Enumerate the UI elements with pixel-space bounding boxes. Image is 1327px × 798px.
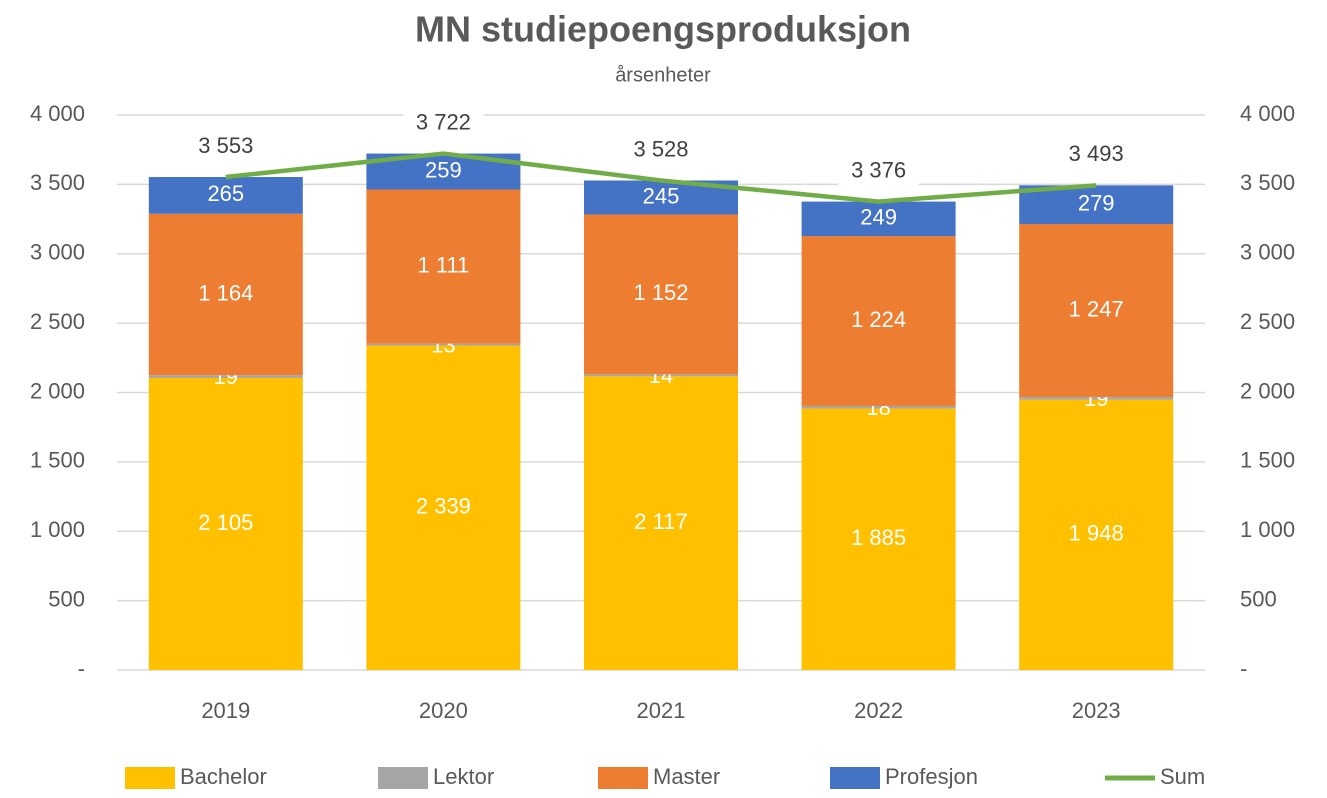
- bar-segment: [801, 201, 956, 237]
- bar-segment: [1019, 399, 1174, 670]
- bar-segment: [148, 375, 303, 378]
- y2-tick-label: -: [1240, 656, 1247, 681]
- sum-line: [225, 151, 1097, 204]
- legend-label: Profesjon: [885, 764, 978, 789]
- data-label-bg: [1056, 139, 1137, 170]
- bar-segment: [1019, 185, 1174, 225]
- bar-segment: [801, 405, 956, 409]
- bar-segment: [366, 345, 521, 670]
- legend-label: Lektor: [433, 764, 494, 789]
- bar-segment: [148, 177, 303, 214]
- data-label: 1 247: [1069, 296, 1124, 321]
- y-tick-label: 3 000: [30, 240, 85, 265]
- data-label: 1 164: [198, 280, 253, 305]
- y2-tick-label: 3 000: [1240, 240, 1295, 265]
- y-tick-label: 1 000: [30, 517, 85, 542]
- y2-tick-label: 1 500: [1240, 448, 1295, 473]
- x-tick-label: 2019: [201, 698, 250, 723]
- y-tick-label: 2 500: [30, 309, 85, 334]
- data-label: 265: [207, 181, 244, 206]
- data-label-bg: [185, 131, 266, 162]
- bar-segment: [584, 376, 738, 670]
- y2-tick-label: 4 000: [1240, 101, 1295, 126]
- data-label: 1 152: [633, 280, 688, 305]
- bar-segment: [148, 377, 303, 670]
- legend-label: Bachelor: [180, 764, 267, 789]
- y-tick-label: 3 500: [30, 170, 85, 195]
- legend-swatch: [125, 767, 175, 789]
- legend-label: Master: [653, 764, 720, 789]
- legend-swatch: [598, 767, 648, 789]
- legend-label: Sum: [1160, 764, 1205, 789]
- data-label: 279: [1078, 191, 1115, 216]
- legend-swatch: [830, 767, 880, 789]
- x-tick-label: 2020: [419, 698, 468, 723]
- bar-segment: [1019, 224, 1174, 398]
- data-label-bg: [838, 155, 919, 186]
- data-label: 1 224: [851, 307, 906, 332]
- x-tick-label: 2023: [1072, 698, 1121, 723]
- data-label: 245: [643, 183, 680, 208]
- data-label: 249: [860, 205, 897, 230]
- bar-segment: [801, 236, 956, 406]
- bar-segment: [366, 189, 521, 344]
- bar-segment: [366, 343, 521, 346]
- chart-subtitle: årsenheter: [615, 64, 711, 86]
- data-label: 259: [425, 157, 462, 182]
- data-label: 2 105: [198, 510, 253, 535]
- bar-segment: [801, 408, 956, 670]
- data-label: 3 493: [1069, 141, 1124, 166]
- y2-tick-label: 3 500: [1240, 170, 1295, 195]
- bar-segment: [584, 214, 738, 375]
- bar-segment: [148, 213, 303, 376]
- y-tick-label: 4 000: [30, 101, 85, 126]
- data-label: 3 553: [198, 133, 253, 158]
- data-label: 3 722: [416, 109, 471, 134]
- legend-swatch: [378, 767, 428, 789]
- data-label: 1 111: [418, 252, 470, 277]
- bar-segment: [584, 374, 738, 377]
- data-label: 3 376: [851, 157, 906, 182]
- y2-tick-label: 2 000: [1240, 378, 1295, 403]
- data-label: 1 948: [1069, 521, 1124, 546]
- y2-tick-label: 2 500: [1240, 309, 1295, 334]
- data-label: 3 528: [633, 136, 688, 161]
- y-tick-label: 500: [48, 586, 85, 611]
- data-label: 1 885: [851, 525, 906, 550]
- chart-title: MN studiepoengsproduksjon: [415, 9, 911, 50]
- y-tick-label: -: [78, 656, 85, 681]
- data-label: 2 339: [416, 494, 471, 519]
- x-tick-label: 2021: [637, 698, 686, 723]
- y2-tick-label: 500: [1240, 586, 1277, 611]
- x-tick-label: 2022: [854, 698, 903, 723]
- bar-segment: [1019, 397, 1174, 400]
- data-label-bg: [403, 107, 484, 138]
- data-label-bg: [621, 134, 701, 165]
- y-tick-label: 1 500: [30, 448, 85, 473]
- y-tick-label: 2 000: [30, 378, 85, 403]
- y2-tick-label: 1 000: [1240, 517, 1295, 542]
- data-label: 2 117: [634, 509, 687, 534]
